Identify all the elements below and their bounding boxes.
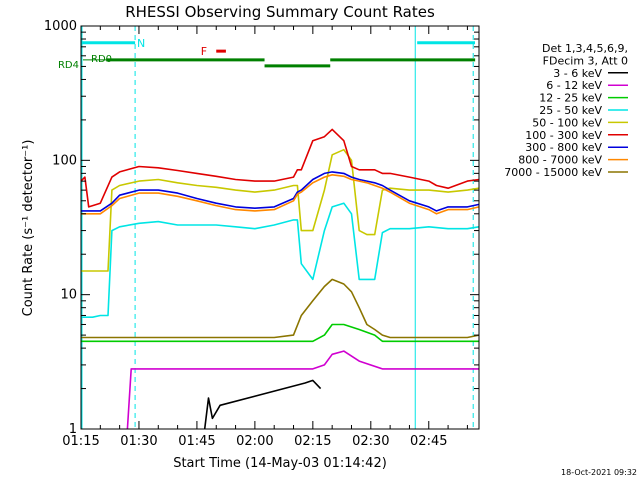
legend-entry-label: 12 - 25 keV	[539, 92, 602, 105]
y-tick-label: 10	[60, 288, 77, 303]
rd-flag-label: RD0	[91, 54, 112, 65]
flare-flag-label: F	[201, 45, 207, 58]
series-line	[81, 171, 480, 212]
legend-entry-label: 7000 - 15000 keV	[504, 166, 602, 179]
rd-flag-label: RD4	[58, 60, 79, 71]
series-layer	[80, 128, 480, 430]
x-tick-label: 01:45	[178, 434, 215, 449]
plot-frame	[80, 25, 480, 430]
legend-entry-label: 50 - 100 keV	[532, 116, 602, 129]
legend-entry-label: 3 - 6 keV	[553, 67, 602, 80]
series-line	[81, 148, 480, 272]
x-tick-label: 01:30	[120, 434, 157, 449]
legend: Det 1,3,4,5,6,9,FDecim 3, Att 03 - 6 keV…	[504, 42, 628, 179]
y-tick-label: 100	[52, 153, 77, 168]
legend-entry-label: 300 - 800 keV	[525, 141, 602, 154]
series-line	[80, 128, 480, 208]
x-tick-label: 02:15	[294, 434, 331, 449]
legend-entry-label: 800 - 7000 keV	[518, 154, 602, 167]
series-line	[81, 174, 480, 215]
series-line	[81, 278, 480, 339]
x-tick-label: 02:30	[352, 434, 389, 449]
series-line	[81, 323, 479, 343]
y-tick-label: 1	[69, 422, 77, 437]
x-tick-label: 01:15	[62, 434, 99, 449]
series-line	[126, 350, 479, 430]
y-axis-label: Count Rate (s⁻¹ detector⁻¹)	[21, 140, 36, 317]
legend-entry-label: 100 - 300 keV	[525, 129, 602, 142]
x-tick-label: 02:00	[236, 434, 273, 449]
x-axis-label: Start Time (14-May-03 01:14:42)	[173, 456, 387, 471]
legend-header: FDecim 3, Att 0	[543, 54, 628, 67]
legend-entry-label: 6 - 12 keV	[546, 79, 602, 92]
legend-header: Det 1,3,4,5,6,9,	[542, 42, 628, 55]
night-flag-label: N	[137, 37, 145, 50]
series-line	[81, 202, 480, 319]
chart-title: RHESSI Observing Summary Count Rates	[125, 3, 435, 21]
y-tick-label: 1000	[44, 19, 77, 34]
legend-entry-label: 25 - 50 keV	[539, 104, 602, 117]
series-line	[203, 379, 322, 430]
x-tick-label: 02:45	[410, 434, 447, 449]
axes-layer: 01:15 01:30 01:45 02:00 02:15 02:30 02:45 1 10 10…	[44, 19, 479, 449]
timestamp: 18-Oct-2021 09:32	[561, 468, 637, 477]
annotation-layer: N F RD0 RD4	[58, 26, 476, 429]
